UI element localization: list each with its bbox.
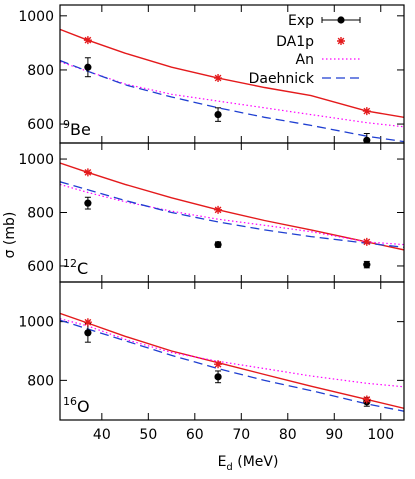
panel-frame [59,4,405,144]
series-line-an [60,318,404,388]
plot-area [60,312,404,412]
plot-area [60,28,404,143]
x-axis-label-subscript: d [226,462,232,473]
series-line-da1p [60,162,404,251]
y-tick-label: 1000 [18,315,54,331]
panel-label-mass-number: 16 [63,395,77,408]
y-tick-label: 800 [27,373,54,389]
y-tick-label: 1000 [18,9,54,25]
y-tick-label: 600 [27,117,54,133]
data-point-da1p [362,107,371,116]
data-point-da1p [214,360,223,369]
series-line-an [60,183,404,246]
x-axis-label-main: E [218,454,227,470]
data-point-da1p [83,36,92,45]
panel-label: 16O [63,395,90,416]
series-line-daehnick [60,319,404,412]
legend-symbol-point [337,16,345,24]
chart-panel-3: 800 1000 40 50 60 70 80 90 100 16O [18,281,405,443]
y-tick-label: 800 [27,206,54,222]
data-point-exp [214,240,222,249]
x-tick-label: 100 [367,427,394,443]
y-axis-label: σ (mb) [2,212,18,259]
data-point-exp [84,199,92,207]
x-tick-label: 90 [325,427,343,443]
panel-label-mass-number: 9 [63,118,70,131]
legend-symbol-star [337,37,345,45]
series-line-da1p [60,28,404,118]
data-point-exp [84,329,92,337]
data-point-da1p [214,205,223,214]
panel-label-element: Be [70,120,91,139]
data-point-da1p [362,237,371,246]
legend-label: Exp [288,13,314,29]
y-tick-label: 800 [27,63,54,79]
data-point-exp [363,136,371,143]
panels: 600 800 1000 9Be 600 800 1000 12C 800 1000 40 50 60 7… [18,4,405,443]
x-axis-label-unit: (MeV) [233,454,279,470]
panel-label: 9Be [63,118,91,139]
series-line-daehnick [60,59,404,143]
data-point-exp [84,63,92,71]
x-tick-label: 80 [279,427,297,443]
x-tick-label: 60 [186,427,204,443]
chart-panel-1: 600 800 1000 9Be [18,4,405,144]
panel-label-element: O [77,397,90,416]
series-line-da1p [60,312,404,409]
x-tick-label: 70 [232,427,250,443]
x-axis-label: Ed (MeV) [218,454,279,473]
data-point-da1p [362,395,371,404]
data-point-da1p [83,318,92,327]
panel-label: 12C [63,257,88,278]
panel-label-mass-number: 12 [63,257,77,270]
data-point-exp [214,373,222,381]
legend: Exp DA1p An Daehnick [249,13,361,87]
legend-label: Daehnick [249,71,315,87]
series-line-daehnick [60,181,404,248]
data-point-da1p [83,168,92,177]
data-point-da1p [214,74,223,83]
series-line-an [60,61,404,128]
plot-area [60,162,404,269]
legend-label: DA1p [276,34,314,50]
x-tick-label: 40 [93,427,111,443]
data-point-exp [214,110,222,119]
data-point-exp [363,261,371,269]
y-tick-label: 600 [27,259,54,275]
chart-panel-2: 600 800 1000 12C [18,142,405,283]
legend-label: An [296,52,314,68]
x-tick-label: 50 [139,427,157,443]
panel-frame [59,281,405,421]
y-tick-label: 1000 [18,152,54,168]
panel-label-element: C [77,259,88,278]
